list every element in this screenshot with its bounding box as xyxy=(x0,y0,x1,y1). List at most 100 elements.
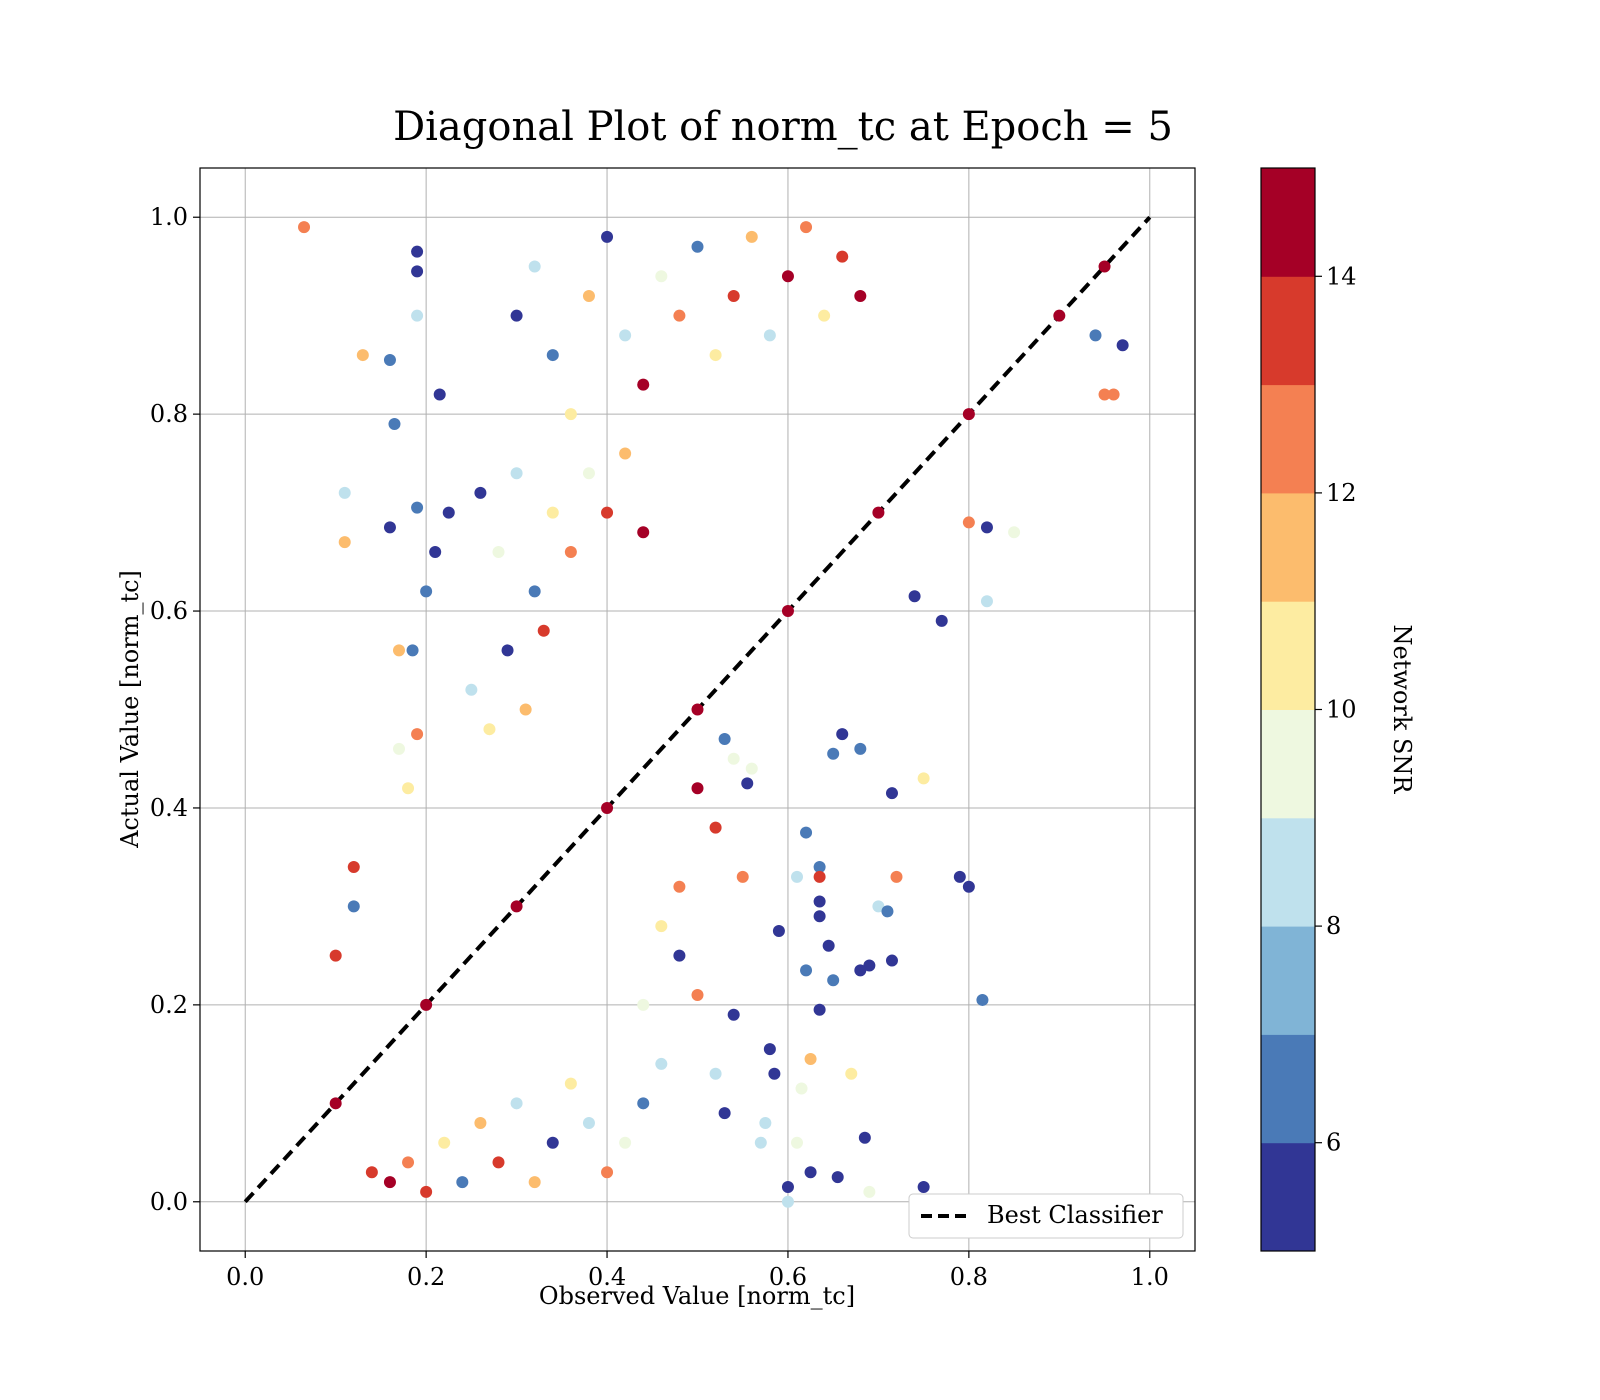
scatter-point xyxy=(673,880,686,893)
scatter-point xyxy=(347,861,360,874)
scatter-point xyxy=(519,703,532,716)
scatter-point xyxy=(759,1117,772,1130)
scatter-point xyxy=(976,993,989,1006)
scatter-point xyxy=(813,895,826,908)
scatter-point xyxy=(763,1043,776,1056)
scatter-point xyxy=(474,486,487,499)
scatter-point xyxy=(863,959,876,972)
scatter-point xyxy=(858,1131,871,1144)
scatter-point xyxy=(347,900,360,913)
scatter-point xyxy=(411,309,424,322)
scatter-point xyxy=(637,998,650,1011)
scatter-point xyxy=(528,585,541,598)
scatter-point xyxy=(763,329,776,342)
plot-frame xyxy=(199,167,1196,1252)
scatter-point xyxy=(781,605,794,618)
scatter-point xyxy=(673,949,686,962)
colorbar-tick-label: 8 xyxy=(1326,912,1341,940)
x-axis-label: Observed Value [norm_tc] xyxy=(539,1282,855,1310)
scatter-point xyxy=(709,1067,722,1080)
colorbar: 6 8 10 12 14 xyxy=(1260,167,1357,1252)
scatter-point xyxy=(890,870,903,883)
scatter-point xyxy=(365,1166,378,1179)
scatter-point xyxy=(383,353,396,366)
scatter-point xyxy=(582,289,595,302)
scatter-point xyxy=(854,289,867,302)
scatter-point xyxy=(402,782,415,795)
scatter-point xyxy=(1089,329,1102,342)
scatter-point xyxy=(1116,339,1129,352)
y-tick-label: 0.4 xyxy=(150,794,188,822)
scatter-point xyxy=(822,939,835,952)
scatter-point xyxy=(420,998,433,1011)
scatter-point xyxy=(411,728,424,741)
scatter-point xyxy=(962,880,975,893)
scatter-point xyxy=(791,870,803,883)
colorbar-segment xyxy=(1261,1142,1315,1252)
scatter-points xyxy=(298,221,1129,1208)
scatter-point xyxy=(727,1008,740,1021)
scatter-point xyxy=(980,521,993,534)
scatter-point xyxy=(854,964,867,977)
scatter-point xyxy=(429,545,442,558)
chart-title: Diagonal Plot of norm_tc at Epoch = 5 xyxy=(393,104,1173,150)
scatter-point xyxy=(510,900,523,913)
scatter-point xyxy=(393,644,405,657)
x-tick-label: 0.2 xyxy=(407,1263,445,1291)
scatter-point xyxy=(338,536,351,549)
scatter-point xyxy=(800,826,813,839)
scatter-point xyxy=(474,1117,487,1130)
scatter-point xyxy=(619,1136,632,1149)
y-tick-label: 0.0 xyxy=(150,1188,188,1216)
scatter-point xyxy=(781,1181,794,1194)
scatter-point xyxy=(872,506,885,519)
scatter-point xyxy=(836,728,849,741)
scatter-point xyxy=(818,309,831,322)
scatter-point xyxy=(601,1166,614,1179)
scatter-point xyxy=(709,821,722,834)
colorbar-segment xyxy=(1261,1034,1315,1144)
x-tick-label: 0.4 xyxy=(588,1263,626,1291)
scatter-point xyxy=(411,501,424,514)
scatter-point xyxy=(1008,526,1021,539)
scatter-point xyxy=(546,1136,559,1149)
y-tick-label: 0.6 xyxy=(150,597,188,625)
scatter-point xyxy=(442,506,455,519)
scatter-point xyxy=(383,521,396,534)
scatter-point xyxy=(813,870,826,883)
y-tick-label: 1.0 xyxy=(150,203,188,231)
legend-label: Best Classifier xyxy=(987,1201,1163,1229)
colorbar-segment xyxy=(1261,384,1315,494)
scatter-point xyxy=(917,772,930,785)
scatter-point xyxy=(917,1181,930,1194)
scatter-point xyxy=(885,787,898,800)
scatter-point xyxy=(420,1185,433,1198)
scatter-point xyxy=(804,1053,817,1066)
colorbar-segment xyxy=(1261,601,1315,710)
scatter-point xyxy=(582,467,595,480)
scatter-point xyxy=(564,408,577,421)
scatter-point xyxy=(546,506,559,519)
x-tick-label: 0.8 xyxy=(950,1263,988,1291)
scatter-point xyxy=(754,1136,767,1149)
scatter-point xyxy=(781,1195,794,1208)
scatter-point xyxy=(813,1003,826,1016)
scatter-point xyxy=(456,1176,469,1189)
scatter-point xyxy=(388,417,401,430)
x-tick-label: 0.6 xyxy=(769,1263,807,1291)
scatter-point xyxy=(501,644,514,657)
scatter-point xyxy=(411,245,424,258)
colorbar-tick-label: 14 xyxy=(1326,262,1357,290)
scatter-point xyxy=(768,1067,781,1080)
scatter-point xyxy=(709,349,722,362)
legend-box xyxy=(908,1193,1184,1239)
scatter-point xyxy=(402,1156,415,1169)
scatter-point xyxy=(872,900,885,913)
scatter-point xyxy=(619,329,632,342)
scatter-point xyxy=(718,733,731,746)
scatter-point xyxy=(528,260,541,273)
scatter-point xyxy=(745,230,758,243)
scatter-point xyxy=(795,1082,808,1095)
scatter-point xyxy=(465,683,478,696)
scatter-point xyxy=(962,516,975,529)
